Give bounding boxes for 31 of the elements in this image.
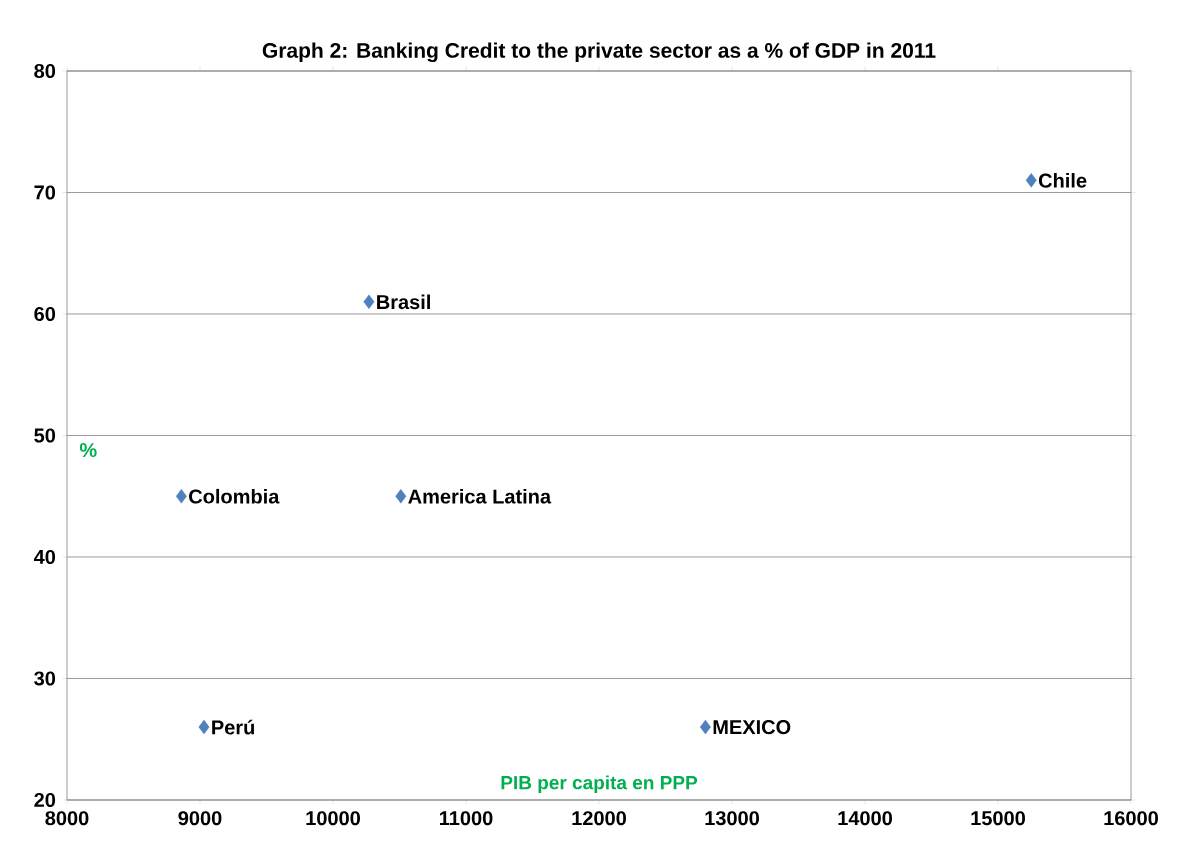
- point: [395, 489, 407, 504]
- y-tick-label: 50: [34, 428, 56, 443]
- y-tick-label: 20: [34, 792, 56, 808]
- y-axis-title: %: [79, 443, 97, 458]
- annotation: MEXICO: [713, 720, 791, 735]
- x-tick-label: 9000: [178, 811, 222, 826]
- x-tick-label: 14000: [838, 811, 892, 826]
- annotation: America Latina: [408, 488, 552, 504]
- x-tick-label: 16000: [1104, 811, 1158, 826]
- chart-title: Graph 2: Banking Credit to the private sector as a % of GDP in 2011: [262, 42, 936, 63]
- point: [175, 489, 187, 504]
- x-tick-label: 8000: [45, 811, 89, 826]
- x-tick-label: 13000: [705, 811, 759, 826]
- annotation: Perú: [212, 719, 254, 735]
- x-tick-label: 12000: [572, 811, 626, 826]
- y-tick-label: 70: [34, 185, 56, 200]
- point: [699, 719, 711, 735]
- y-tick-label: 80: [34, 63, 56, 79]
- annotation: Chile: [1038, 172, 1087, 188]
- annotation: Brasil: [377, 294, 430, 310]
- point: [1025, 173, 1037, 188]
- x-axis-title: PIB per capita en PPP: [501, 775, 698, 794]
- x-tick-label: 15000: [971, 811, 1025, 826]
- annotation: Colombia: [189, 488, 280, 504]
- y-tick-label: 30: [34, 671, 56, 686]
- y-tick-label: 40: [33, 549, 56, 565]
- y-tick-label: 60: [34, 306, 56, 322]
- x-tick-label: 11000: [440, 811, 493, 826]
- point: [363, 294, 375, 310]
- point: [198, 719, 210, 735]
- x-tick-label: 10000: [306, 811, 360, 826]
